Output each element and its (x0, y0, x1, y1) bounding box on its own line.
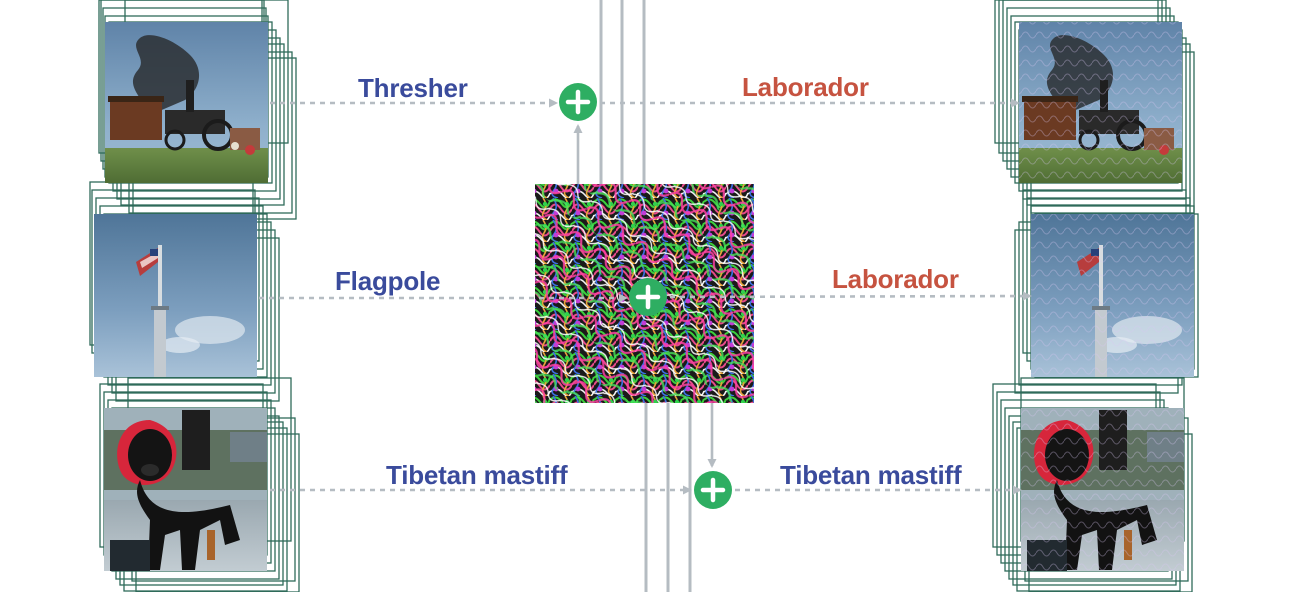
flagpole-photo (94, 214, 257, 377)
plus-circle-icon (694, 471, 732, 509)
input-label-flagpole: Flagpole (335, 266, 441, 296)
plus-circle-icon (559, 83, 597, 121)
output-label-row-3: Tibetan mastiff (780, 460, 962, 490)
flagpole-photo-perturbed (1031, 214, 1194, 377)
output-label-row-2: Laborador (832, 264, 959, 294)
thresher-photo (105, 22, 268, 183)
input-label-thresher: Thresher (358, 73, 468, 103)
output-label-row-1: Laborador (742, 72, 869, 102)
dashed-arrow-icon (669, 291, 1032, 301)
vertical-pipes-top (599, 0, 646, 184)
input-label-tibetan-mastiff: Tibetan mastiff (386, 460, 568, 490)
arrows (259, 98, 1032, 495)
plus-circle-icon (629, 278, 667, 316)
thresher-photo-perturbed (1019, 22, 1182, 183)
vertical-pipes-bottom (644, 403, 692, 592)
tibetan-mastiff-photo (104, 408, 267, 571)
tibetan-mastiff-photo-perturbed (1021, 408, 1184, 571)
